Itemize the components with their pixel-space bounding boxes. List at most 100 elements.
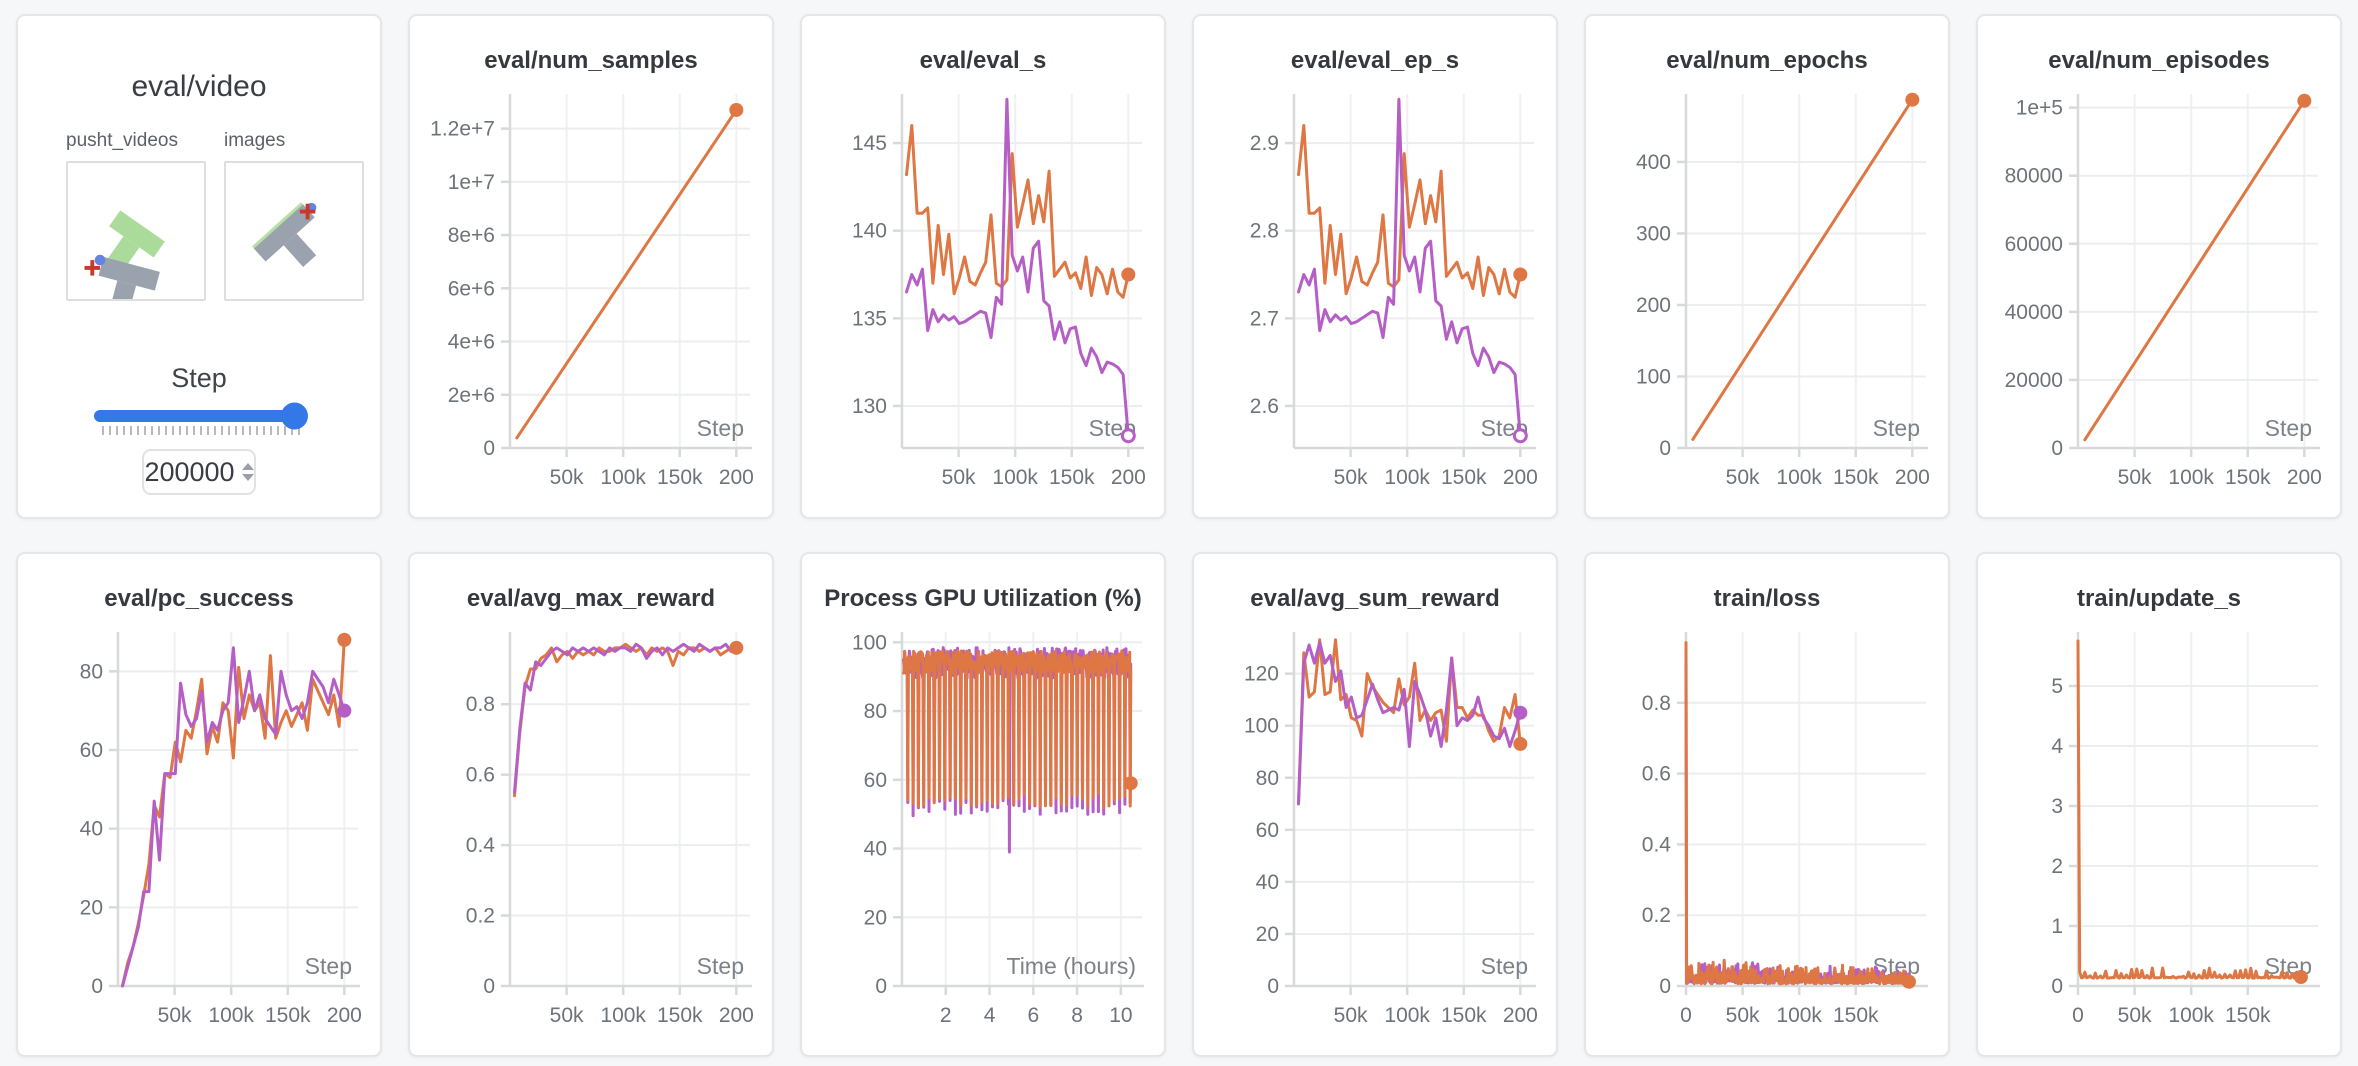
panel-eval-num-episodes[interactable]: eval/num_episodes 50k 100k 150k 200 0 20000 40… bbox=[1976, 14, 2342, 519]
svg-text:0.6: 0.6 bbox=[466, 764, 495, 787]
svg-text:150k: 150k bbox=[2225, 466, 2271, 489]
svg-text:150k: 150k bbox=[1441, 1004, 1487, 1027]
svg-text:100k: 100k bbox=[208, 1004, 254, 1027]
svg-text:145: 145 bbox=[852, 132, 887, 155]
goal-cross bbox=[84, 260, 101, 276]
panel-eval-num-samples[interactable]: eval/num_samples 50k 100k 150k 200 0 2e+6 4e+6… bbox=[408, 14, 774, 519]
svg-text:150k: 150k bbox=[1833, 466, 1879, 489]
svg-text:100k: 100k bbox=[1384, 1004, 1430, 1027]
step-down-icon[interactable] bbox=[241, 474, 254, 481]
svg-text:40000: 40000 bbox=[2005, 301, 2063, 324]
stepper-arrows[interactable] bbox=[241, 463, 254, 481]
svg-text:200: 200 bbox=[327, 1004, 362, 1027]
svg-text:140: 140 bbox=[852, 220, 887, 243]
svg-text:80000: 80000 bbox=[2005, 165, 2063, 188]
media-col-pusht-videos: pusht_videos bbox=[66, 130, 206, 301]
svg-text:200: 200 bbox=[1111, 466, 1146, 489]
svg-text:Step: Step bbox=[697, 953, 744, 979]
media-row: pusht_videos bbox=[66, 130, 380, 301]
svg-text:100k: 100k bbox=[1776, 466, 1822, 489]
panel-eval-avg-sum-reward[interactable]: eval/avg_sum_reward 50k 100k 150k 200 0 20 40 6… bbox=[1192, 552, 1558, 1057]
svg-text:Time (hours): Time (hours) bbox=[1007, 953, 1137, 979]
panel-eval-eval-s[interactable]: eval/eval_s 50k 100k 150k 200 130 135 140 145 St… bbox=[800, 14, 1166, 519]
slider-thumb[interactable] bbox=[281, 402, 308, 430]
svg-text:50k: 50k bbox=[2118, 466, 2152, 489]
svg-text:0: 0 bbox=[483, 975, 495, 998]
line-chart-eval-num-epochs[interactable]: 50k 100k 150k 200 0 100 200 300 400 Step bbox=[1586, 82, 1950, 512]
svg-text:100: 100 bbox=[852, 631, 887, 654]
panel-title: eval/eval_ep_s bbox=[1290, 47, 1460, 74]
step-input[interactable]: 200000 bbox=[142, 449, 256, 495]
panel-train-loss[interactable]: train/loss 0 50k 100k 150k 0 0.2 0.4 0.6 0.8 Step bbox=[1584, 552, 1950, 1057]
step-up-icon[interactable] bbox=[241, 463, 254, 470]
step-value: 200000 bbox=[144, 456, 235, 487]
agent-dot bbox=[94, 254, 106, 266]
svg-text:50k: 50k bbox=[550, 466, 584, 489]
svg-text:8e+6: 8e+6 bbox=[448, 224, 495, 247]
svg-text:0: 0 bbox=[2072, 1004, 2084, 1027]
svg-text:80: 80 bbox=[1256, 767, 1279, 790]
panel-title: eval/num_samples bbox=[484, 47, 698, 74]
block-t-shape bbox=[253, 204, 315, 262]
svg-text:20000: 20000 bbox=[2005, 369, 2063, 392]
svg-text:4: 4 bbox=[2051, 735, 2063, 758]
svg-text:20: 20 bbox=[864, 906, 887, 929]
svg-text:300: 300 bbox=[1636, 222, 1671, 245]
svg-text:200: 200 bbox=[1503, 466, 1538, 489]
line-chart-eval-avg-sum-reward[interactable]: 50k 100k 150k 200 0 20 40 60 80 100 120 Step bbox=[1194, 620, 1558, 1050]
media-label-images: images bbox=[224, 130, 286, 151]
svg-text:100k: 100k bbox=[600, 1004, 646, 1027]
line-chart-eval-pc-success[interactable]: 50k 100k 150k 200 0 20 40 60 80 Step bbox=[18, 620, 382, 1050]
svg-text:100k: 100k bbox=[2168, 1004, 2214, 1027]
panel-eval-avg-max-reward[interactable]: eval/avg_max_reward 50k 100k 150k 200 0 0.2 0.… bbox=[408, 552, 774, 1057]
svg-text:0.8: 0.8 bbox=[466, 693, 495, 716]
svg-text:0: 0 bbox=[2051, 975, 2063, 998]
svg-text:60: 60 bbox=[80, 739, 103, 762]
svg-text:20: 20 bbox=[80, 896, 103, 919]
svg-text:100k: 100k bbox=[600, 466, 646, 489]
svg-text:150k: 150k bbox=[657, 466, 703, 489]
panel-train-update-s[interactable]: train/update_s 0 50k 100k 150k 0 1 2 3 4 5 Step bbox=[1976, 552, 2342, 1057]
step-slider-label: Step bbox=[171, 363, 227, 393]
panel-process-gpu-utilization[interactable]: Process GPU Utilization (%) 2 4 6 8 10 0 20 40 6… bbox=[800, 552, 1166, 1057]
images-thumbnail[interactable] bbox=[224, 161, 364, 301]
svg-text:Step: Step bbox=[1481, 953, 1528, 979]
step-slider[interactable] bbox=[94, 402, 308, 435]
svg-text:20: 20 bbox=[1256, 923, 1279, 946]
svg-text:40: 40 bbox=[864, 838, 887, 861]
panel-eval-num-epochs[interactable]: eval/num_epochs 50k 100k 150k 200 0 100 200 300… bbox=[1584, 14, 1950, 519]
pusht-videos-thumbnail[interactable] bbox=[66, 161, 206, 301]
svg-text:150k: 150k bbox=[2225, 1004, 2271, 1027]
panel-title: eval/pc_success bbox=[104, 585, 294, 612]
svg-text:2: 2 bbox=[940, 1004, 952, 1027]
line-chart-eval-avg-max-reward[interactable]: 50k 100k 150k 200 0 0.2 0.4 0.6 0.8 Step bbox=[410, 620, 774, 1050]
target-t-shape bbox=[109, 210, 165, 258]
line-chart-eval-num-episodes[interactable]: 50k 100k 150k 200 0 20000 40000 60000 80000 1e+5 S… bbox=[1978, 82, 2342, 512]
svg-text:2.9: 2.9 bbox=[1250, 132, 1279, 155]
svg-text:0.2: 0.2 bbox=[466, 905, 495, 928]
line-chart-eval-num-samples[interactable]: 50k 100k 150k 200 0 2e+6 4e+6 6e+6 8e+6 1e+7 1.2e+… bbox=[410, 82, 774, 512]
block-t-shape bbox=[98, 256, 160, 291]
media-col-images: images bbox=[224, 130, 364, 301]
pusht-scene-image bbox=[84, 210, 165, 299]
svg-text:60: 60 bbox=[1256, 819, 1279, 842]
svg-text:Step: Step bbox=[1873, 415, 1920, 441]
slider-track[interactable] bbox=[94, 402, 308, 430]
svg-text:1: 1 bbox=[2051, 915, 2063, 938]
svg-text:0.6: 0.6 bbox=[1642, 763, 1671, 786]
svg-text:60: 60 bbox=[864, 769, 887, 792]
panel-eval-video[interactable]: eval/video pusht_videos bbox=[16, 14, 382, 519]
svg-text:150k: 150k bbox=[1441, 466, 1487, 489]
panel-title: eval/avg_sum_reward bbox=[1250, 585, 1500, 612]
panel-eval-eval-ep-s[interactable]: eval/eval_ep_s 50k 100k 150k 200 2.6 2.7 2.8 2.… bbox=[1192, 14, 1558, 519]
svg-text:200: 200 bbox=[719, 1004, 754, 1027]
svg-text:50k: 50k bbox=[1334, 1004, 1368, 1027]
panel-eval-pc-success[interactable]: eval/pc_success 50k 100k 150k 200 0 20 40 60 80 S… bbox=[16, 552, 382, 1057]
panel-title: eval/eval_s bbox=[919, 47, 1047, 74]
svg-text:50k: 50k bbox=[2118, 1004, 2152, 1027]
